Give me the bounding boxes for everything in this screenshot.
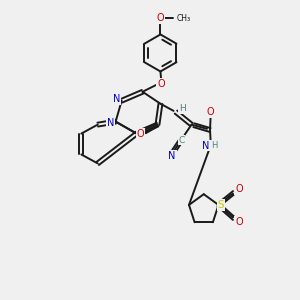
Text: O: O [157,79,165,89]
Text: N: N [112,94,120,104]
Text: N: N [202,140,209,151]
Text: CH₃: CH₃ [177,14,191,22]
Text: O: O [136,129,144,139]
Text: H: H [211,141,217,150]
Text: S: S [218,200,224,210]
Text: H: H [179,104,186,113]
Text: C: C [178,136,185,145]
Text: O: O [235,217,243,227]
Text: N: N [106,118,114,128]
Text: N: N [168,151,176,161]
Text: O: O [235,184,243,194]
Text: O: O [207,107,214,117]
Text: O: O [157,13,164,23]
